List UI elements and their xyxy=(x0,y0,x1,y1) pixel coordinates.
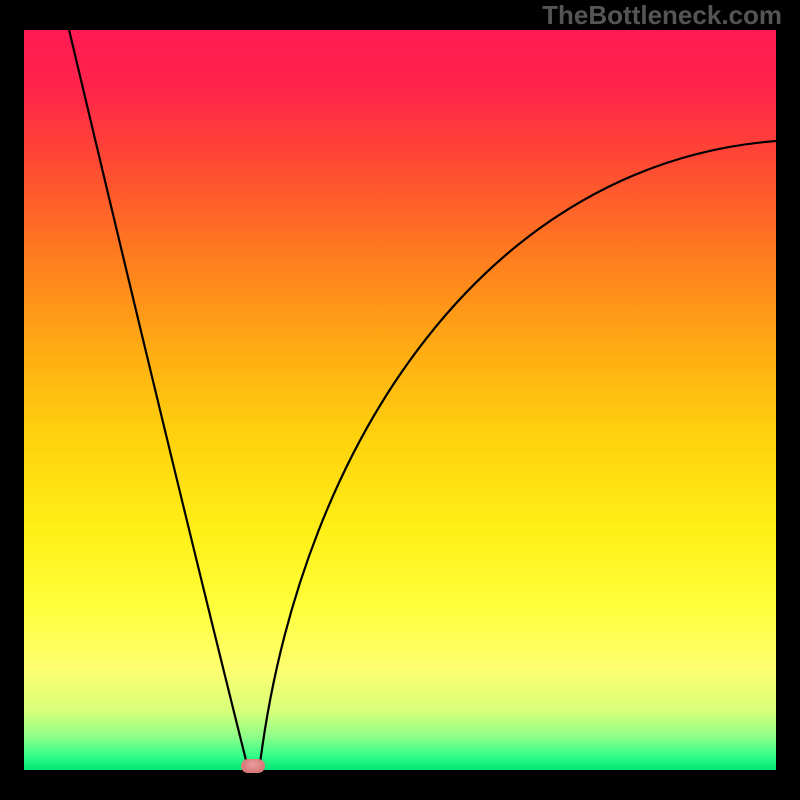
optimal-marker xyxy=(241,759,265,773)
chart-frame: TheBottleneck.com xyxy=(0,0,800,800)
bottleneck-curve xyxy=(24,30,776,770)
watermark-text: TheBottleneck.com xyxy=(542,0,782,31)
plot-area xyxy=(24,30,776,770)
